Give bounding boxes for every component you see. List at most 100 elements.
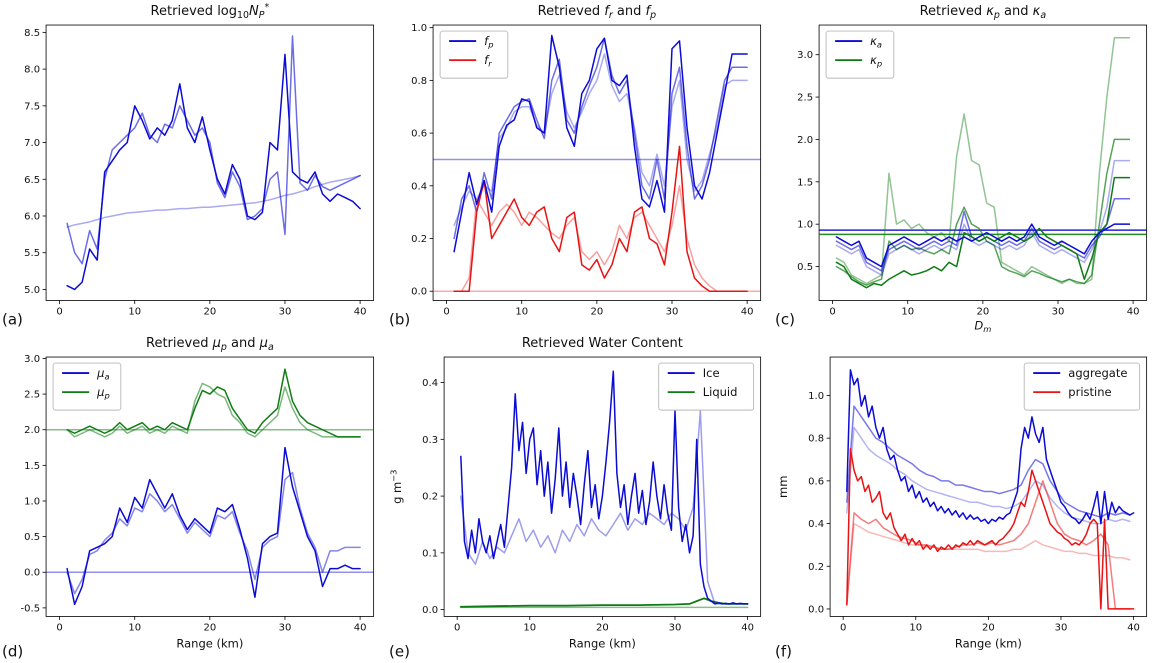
y-tick-label: 5.0 <box>24 285 40 296</box>
series-lognw-smooth <box>66 174 361 228</box>
chart-title: Retrieved Water Content <box>522 336 683 351</box>
x-tick-label: 20 <box>203 622 216 633</box>
y-tick-label: 0.8 <box>809 433 825 444</box>
plot-area <box>66 35 361 291</box>
x-tick-label: 40 <box>1127 306 1140 317</box>
y-tick-label: 2.5 <box>24 389 40 400</box>
plot-area <box>459 370 749 608</box>
y-tick-label: 1.5 <box>797 177 813 188</box>
plot-area <box>819 37 1147 289</box>
panel-b: 0 10 20 30 40 0.0 0.2 0.4 0.6 0.8 1.0 Retrieved fr … <box>387 0 774 332</box>
y-tick-label: 0.4 <box>422 378 438 389</box>
x-tick-label: 20 <box>982 622 995 633</box>
y-tick-label: 1.0 <box>24 496 40 507</box>
y-tick-label: 6.0 <box>24 211 40 222</box>
y-tick-label: 0.0 <box>809 604 825 615</box>
axes: 0 10 20 30 40 0.0 0.2 0.4 0.6 0.8 1.0 <box>809 356 1148 633</box>
y-tick-label: 1.0 <box>797 220 813 231</box>
x-axis-label: Range (km) <box>176 636 243 650</box>
legend-label: fp <box>484 34 493 50</box>
y-tick-label: 3.0 <box>24 353 40 364</box>
series-ice-dark <box>459 370 749 605</box>
x-axis-label: Range (km) <box>955 636 1022 650</box>
legend-label: fr <box>484 53 492 69</box>
x-tick-label: 0 <box>840 622 846 633</box>
panel-a: 0 10 20 30 40 5.0 5.5 6.0 6.5 7.0 7.5 8.0 8.5 Retriev… <box>0 0 387 332</box>
chart-title: Retrieved μp and μa <box>146 336 274 353</box>
legend-label: κa <box>870 34 882 50</box>
legend-label: μa <box>96 366 109 382</box>
x-tick-label: 30 <box>1055 622 1068 633</box>
y-tick-label: 0.2 <box>411 234 427 245</box>
x-tick-label: 0 <box>443 306 449 317</box>
panel-letter: (a) <box>2 310 23 328</box>
chart-svg-(b): 0 10 20 30 40 0.0 0.2 0.4 0.6 0.8 1.0 Retrieved fr … <box>389 4 761 328</box>
y-tick-label: -0.5 <box>21 603 41 614</box>
series-fp-light <box>453 53 748 227</box>
y-tick-label: 0.5 <box>797 262 813 273</box>
x-tick-label: 30 <box>668 622 681 633</box>
x-axis-label: Dm <box>975 318 992 331</box>
chart-svg-(d): 0 10 20 30 40 -0.5 0.0 0.5 1.0 1.5 2.0 2.5 3.0 Retrie… <box>2 336 375 660</box>
y-tick-label: 8.0 <box>24 65 40 76</box>
x-tick-label: 0 <box>56 622 62 633</box>
x-tick-label: 40 <box>740 306 753 317</box>
x-tick-label: 30 <box>279 622 292 633</box>
x-tick-label: 20 <box>203 306 216 317</box>
y-tick-label: 2.0 <box>797 135 813 146</box>
panel-d: 0 10 20 30 40 -0.5 0.0 0.5 1.0 1.5 2.0 2.5 3.0 Retrie… <box>0 332 387 663</box>
chart-svg-(c): 0 10 20 30 40 0.5 1.0 1.5 2.0 2.5 3.0 Retrieved κp … <box>775 4 1148 332</box>
y-tick-label: 7.0 <box>24 138 40 149</box>
x-tick-label: 10 <box>128 306 141 317</box>
x-tick-label: 10 <box>523 622 536 633</box>
y-tick-label: 3.0 <box>797 50 813 61</box>
x-tick-label: 10 <box>910 622 923 633</box>
plot-area <box>46 367 374 605</box>
y-tick-label: 0.4 <box>809 519 825 530</box>
x-tick-label: 40 <box>354 622 367 633</box>
x-tick-label: 30 <box>1052 306 1065 317</box>
series-lognw-dark <box>66 53 361 291</box>
y-tick-label: 0.6 <box>809 476 825 487</box>
legend-label: Liquid <box>702 385 737 399</box>
panel-letter: (e) <box>389 642 410 660</box>
y-tick-label: 0.3 <box>422 434 438 445</box>
chart-svg-(a): 0 10 20 30 40 5.0 5.5 6.0 6.5 7.0 7.5 8.0 8.5 Retriev… <box>2 2 375 328</box>
x-axis-label: Range (km) <box>569 636 636 650</box>
series-kappa-p-medium <box>835 138 1131 286</box>
y-tick-label: 0.5 <box>24 532 40 543</box>
chart-title: Retrieved log10NP* <box>151 2 270 21</box>
plot-area <box>432 34 761 292</box>
x-tick-label: 10 <box>128 622 141 633</box>
series-aggregate-dark <box>846 368 1135 524</box>
series-lognw-medium <box>66 35 361 265</box>
x-tick-label: 10 <box>515 306 528 317</box>
x-tick-label: 30 <box>279 306 292 317</box>
series-pristine-medium <box>846 479 1131 610</box>
panel-letter: (d) <box>2 642 23 660</box>
y-axis-label: mm <box>776 475 790 497</box>
legend: aggregate pristine <box>1024 362 1141 411</box>
legend-label: μp <box>96 385 110 401</box>
x-tick-label: 0 <box>56 306 62 317</box>
plot-area <box>846 368 1135 610</box>
y-tick-label: 0.1 <box>422 548 438 559</box>
x-tick-label: 0 <box>454 622 460 633</box>
y-tick-label: 2.5 <box>797 93 813 104</box>
panel-letter: (b) <box>389 310 410 328</box>
x-tick-label: 10 <box>902 306 915 317</box>
series-kappa-a-dark <box>835 223 1131 268</box>
y-tick-label: 0.0 <box>24 567 40 578</box>
y-axis-label: g m−3 <box>388 469 404 503</box>
legend: Ice Liquid <box>657 362 754 411</box>
panel-e: 0 10 20 30 40 0.0 0.1 0.2 0.3 0.4 Retrieved Water … <box>387 332 774 663</box>
x-tick-label: 20 <box>977 306 990 317</box>
series-mu-a-dark <box>66 446 361 605</box>
legend: fp fr <box>439 30 508 79</box>
chart-title: Retrieved fr and fp <box>537 4 655 21</box>
series-kappa-p-light <box>835 37 1131 285</box>
legend: κa κp <box>825 30 895 79</box>
series-mu-a-light <box>66 471 361 594</box>
y-tick-label: 1.0 <box>411 23 427 34</box>
y-tick-label: 0.2 <box>422 491 438 502</box>
